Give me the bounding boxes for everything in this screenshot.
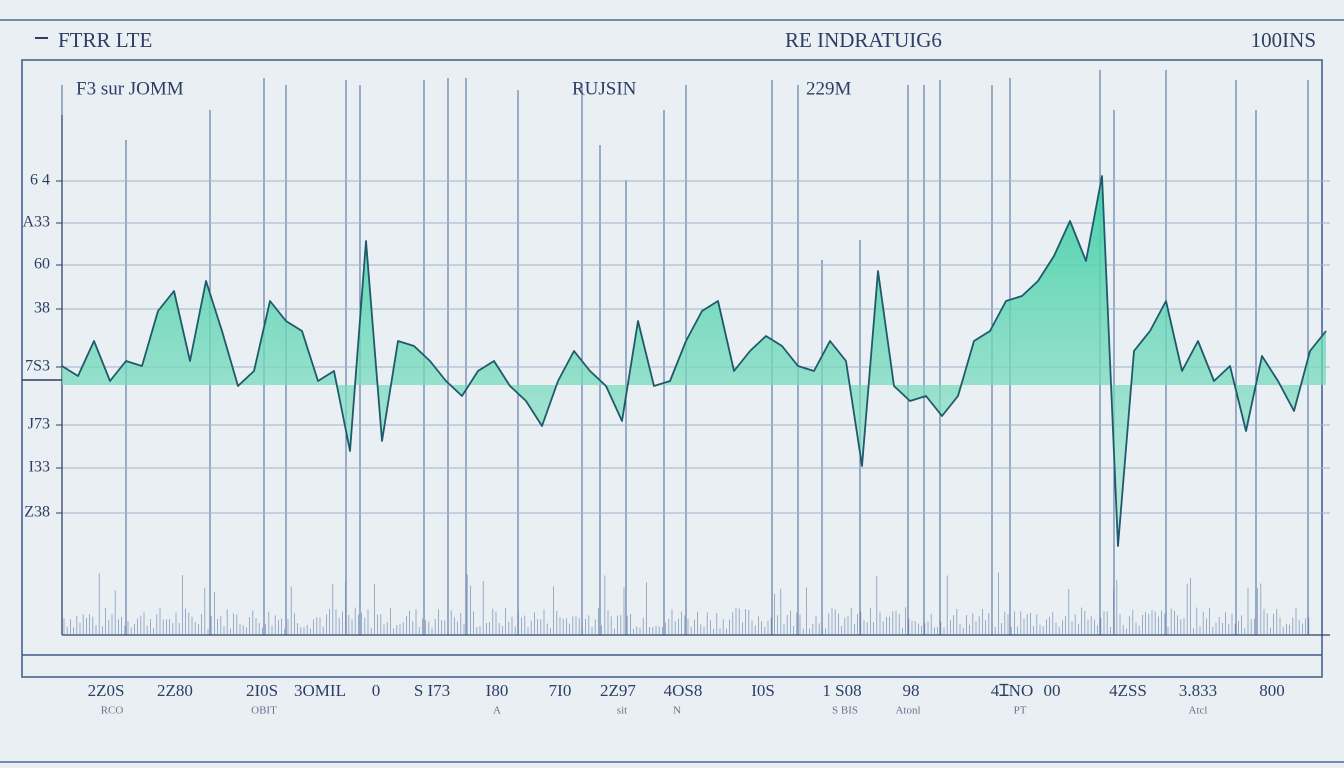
x-tick-label: 98 xyxy=(903,681,920,700)
x-tick-label: 3OMIL xyxy=(294,681,346,700)
y-tick-label: 7S3 xyxy=(25,358,50,375)
y-tick-label: 6 4 xyxy=(30,172,50,189)
y-tick-label: Z38 xyxy=(24,504,50,521)
header-right: 100INS xyxy=(1251,28,1316,52)
x-tick-label: 00 xyxy=(1044,681,1061,700)
y-tick-label: A33 xyxy=(22,214,50,231)
x-sublabel: N xyxy=(673,705,681,717)
title: FTRR LTE xyxy=(58,28,152,52)
x-sublabel: PT xyxy=(1014,705,1027,717)
x-sublabel: OBIT xyxy=(251,705,277,717)
x-tick-label: 7I0 xyxy=(549,681,572,700)
x-tick-label: I80 xyxy=(486,681,509,700)
x-sublabel: sit xyxy=(617,705,627,717)
plot: 6 4 A33 60 38 7S3 J73 I33 Z38 xyxy=(22,70,1330,636)
line xyxy=(61,175,1327,547)
x-tick-label: 4OS8 xyxy=(664,681,703,700)
x-tick-label: 4ZSS xyxy=(1109,681,1147,700)
x-tick-label: 2Z80 xyxy=(157,681,193,700)
x-tick-label: 1 S08 xyxy=(822,681,861,700)
area xyxy=(62,176,1326,546)
subtitle: F3 sur JOMM xyxy=(76,78,184,99)
x-tick-label: 3.833 xyxy=(1179,681,1217,700)
x-tick-label: 0 xyxy=(372,681,381,700)
x-tick-label: 2I0S xyxy=(246,681,278,700)
header-center: RE INDRATUIG6 xyxy=(785,28,942,52)
x-sublabel: Atcl xyxy=(1189,705,1208,717)
x-sublabel: S BIS xyxy=(832,705,858,717)
x-sublabel: RCO xyxy=(101,705,124,717)
x-tick-label: S I73 xyxy=(414,681,450,700)
x-sublabel: A xyxy=(493,705,501,717)
x-tick-label: 4ꞮNO xyxy=(991,681,1034,700)
annotation: 229M xyxy=(806,78,852,99)
x-sublabel: Atonl xyxy=(895,705,920,717)
annotation: RUJSIN xyxy=(572,78,637,99)
y-tick-label: 38 xyxy=(34,300,50,317)
y-tick-label: J73 xyxy=(28,416,50,433)
x-tick-label: 800 xyxy=(1259,681,1285,700)
x-tick-label: 2Z97 xyxy=(600,681,636,700)
y-tick-label: 60 xyxy=(34,256,50,273)
y-tick-label: I33 xyxy=(29,459,50,476)
x-tick-label: 2Z0S xyxy=(88,681,125,700)
x-tick-label: I0S xyxy=(751,681,775,700)
